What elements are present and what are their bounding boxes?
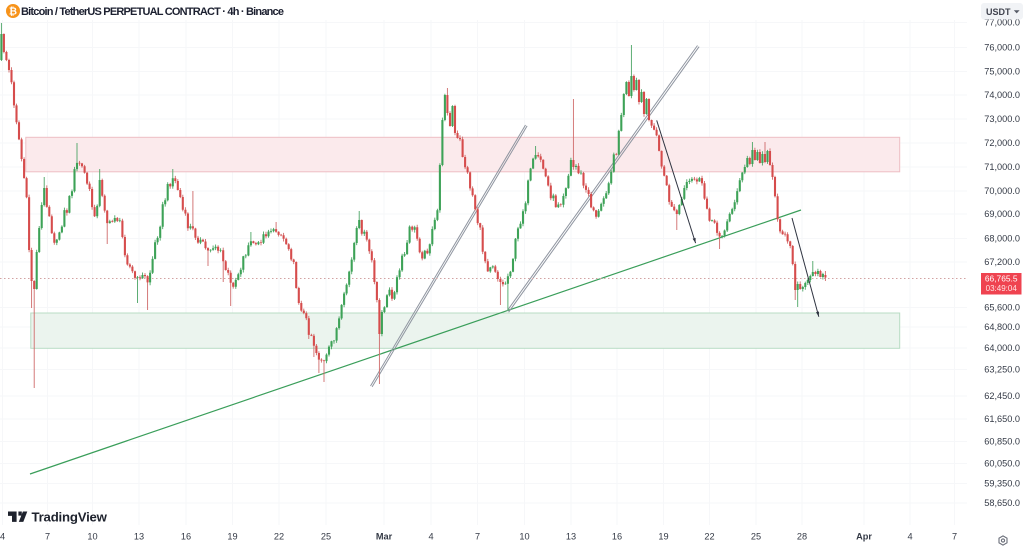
svg-text:Mar: Mar	[376, 532, 393, 542]
svg-text:58,650.0: 58,650.0	[984, 498, 1020, 508]
svg-text:USDT: USDT	[986, 7, 1011, 17]
svg-text:4: 4	[907, 532, 912, 542]
svg-text:25: 25	[751, 532, 761, 542]
svg-text:TradingView: TradingView	[32, 510, 108, 525]
svg-text:67,200.0: 67,200.0	[984, 257, 1020, 267]
svg-text:Bitcoin / TetherUS PERPETUAL C: Bitcoin / TetherUS PERPETUAL CONTRACT · …	[21, 6, 284, 18]
svg-text:13: 13	[134, 532, 144, 542]
svg-text:73,000.0: 73,000.0	[984, 114, 1020, 124]
svg-text:₿: ₿	[9, 6, 17, 18]
svg-text:70,000.0: 70,000.0	[984, 186, 1020, 196]
svg-text:28: 28	[797, 532, 807, 542]
svg-text:60,050.0: 60,050.0	[984, 459, 1020, 469]
svg-text:22: 22	[704, 532, 714, 542]
svg-text:64,000.0: 64,000.0	[984, 343, 1020, 353]
svg-text:16: 16	[181, 532, 191, 542]
svg-text:4: 4	[428, 532, 433, 542]
svg-text:7: 7	[952, 532, 957, 542]
svg-text:03:49:04: 03:49:04	[986, 284, 1018, 293]
svg-text:22: 22	[274, 532, 284, 542]
svg-text:13: 13	[566, 532, 576, 542]
svg-text:62,450.0: 62,450.0	[984, 391, 1020, 401]
svg-text:68,000.0: 68,000.0	[984, 234, 1020, 244]
svg-text:65,600.0: 65,600.0	[984, 303, 1020, 313]
svg-text:76,000.0: 76,000.0	[984, 43, 1020, 53]
svg-text:63,250.0: 63,250.0	[984, 365, 1020, 375]
svg-text:60,850.0: 60,850.0	[984, 437, 1020, 447]
svg-text:7: 7	[475, 532, 480, 542]
svg-text:77,000.0: 77,000.0	[984, 18, 1020, 28]
svg-text:16: 16	[612, 532, 622, 542]
svg-text:69,000.0: 69,000.0	[984, 209, 1020, 219]
svg-text:74,000.0: 74,000.0	[984, 90, 1020, 100]
svg-text:10: 10	[519, 532, 529, 542]
svg-text:72,000.0: 72,000.0	[984, 138, 1020, 148]
svg-text:66,765.5: 66,765.5	[985, 274, 1018, 284]
svg-text:59,350.0: 59,350.0	[984, 479, 1020, 489]
svg-text:Apr: Apr	[856, 532, 872, 542]
svg-text:7: 7	[45, 532, 50, 542]
svg-text:64,800.0: 64,800.0	[984, 322, 1020, 332]
svg-text:61,650.0: 61,650.0	[984, 414, 1020, 424]
svg-text:25: 25	[321, 532, 331, 542]
svg-text:19: 19	[227, 532, 237, 542]
svg-text:71,000.0: 71,000.0	[984, 162, 1020, 172]
svg-text:19: 19	[658, 532, 668, 542]
svg-text:4: 4	[0, 532, 5, 542]
svg-text:10: 10	[87, 532, 97, 542]
svg-text:75,000.0: 75,000.0	[984, 67, 1020, 77]
